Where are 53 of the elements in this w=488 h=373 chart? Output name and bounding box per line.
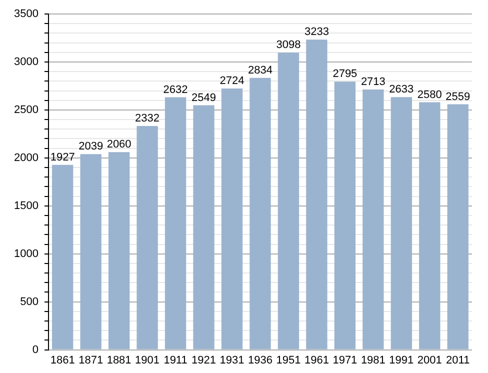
bar (278, 52, 300, 350)
data-label: 2060 (106, 138, 132, 151)
y-tick-label: 2000 (14, 152, 38, 164)
y-tick-label: 3000 (14, 56, 38, 68)
data-label: 2795 (332, 68, 358, 80)
x-tick-label: 1881 (106, 354, 132, 366)
y-tick-label: 1500 (14, 200, 38, 212)
x-tick-label: 1901 (135, 354, 160, 366)
bar (221, 88, 243, 350)
x-tick-label: 1936 (248, 354, 272, 366)
x-tick-label: 1861 (50, 354, 75, 366)
y-tick-label: 3500 (14, 8, 38, 20)
bar (80, 154, 102, 350)
data-label: 2713 (360, 76, 386, 88)
x-tick-label: 1981 (360, 354, 386, 366)
x-tick-label: 2001 (417, 354, 442, 366)
data-label: 2559 (446, 90, 470, 103)
data-label: 2549 (192, 92, 216, 104)
x-tick-label: 1921 (192, 354, 216, 366)
bar (306, 40, 328, 350)
data-label: 2039 (78, 140, 104, 153)
y-tick-label: 500 (20, 296, 38, 308)
y-tick-label: 0 (32, 344, 38, 356)
x-tick-label: 1931 (220, 354, 244, 366)
data-label: 2580 (417, 88, 442, 101)
data-label: 2632 (163, 84, 188, 96)
data-label: 2834 (248, 64, 272, 76)
x-tick-label: 2011 (446, 354, 470, 366)
bar (108, 152, 130, 350)
x-tick-label: 1991 (389, 354, 414, 366)
bar (447, 104, 468, 350)
x-tick-label: 1911 (164, 354, 188, 366)
y-tick-label: 2500 (14, 104, 38, 116)
x-tick-label: 1871 (78, 354, 104, 366)
bar (136, 126, 158, 350)
data-label: 2724 (220, 74, 244, 87)
bar (52, 164, 74, 350)
y-tick-label: 1000 (14, 248, 38, 260)
data-label: 3233 (304, 26, 329, 38)
data-label: 1927 (50, 151, 75, 164)
x-tick-label: 1961 (304, 354, 329, 366)
bar (390, 97, 412, 350)
bar (334, 82, 356, 350)
data-label: 3098 (276, 39, 301, 52)
bar (250, 78, 271, 350)
bar (193, 105, 214, 350)
data-label: 2633 (389, 84, 414, 96)
bar (419, 102, 440, 350)
data-label: 2332 (135, 112, 160, 125)
x-tick-label: 1951 (276, 354, 301, 366)
bar (164, 97, 186, 350)
x-tick-label: 1971 (332, 354, 358, 366)
bar (362, 90, 384, 350)
